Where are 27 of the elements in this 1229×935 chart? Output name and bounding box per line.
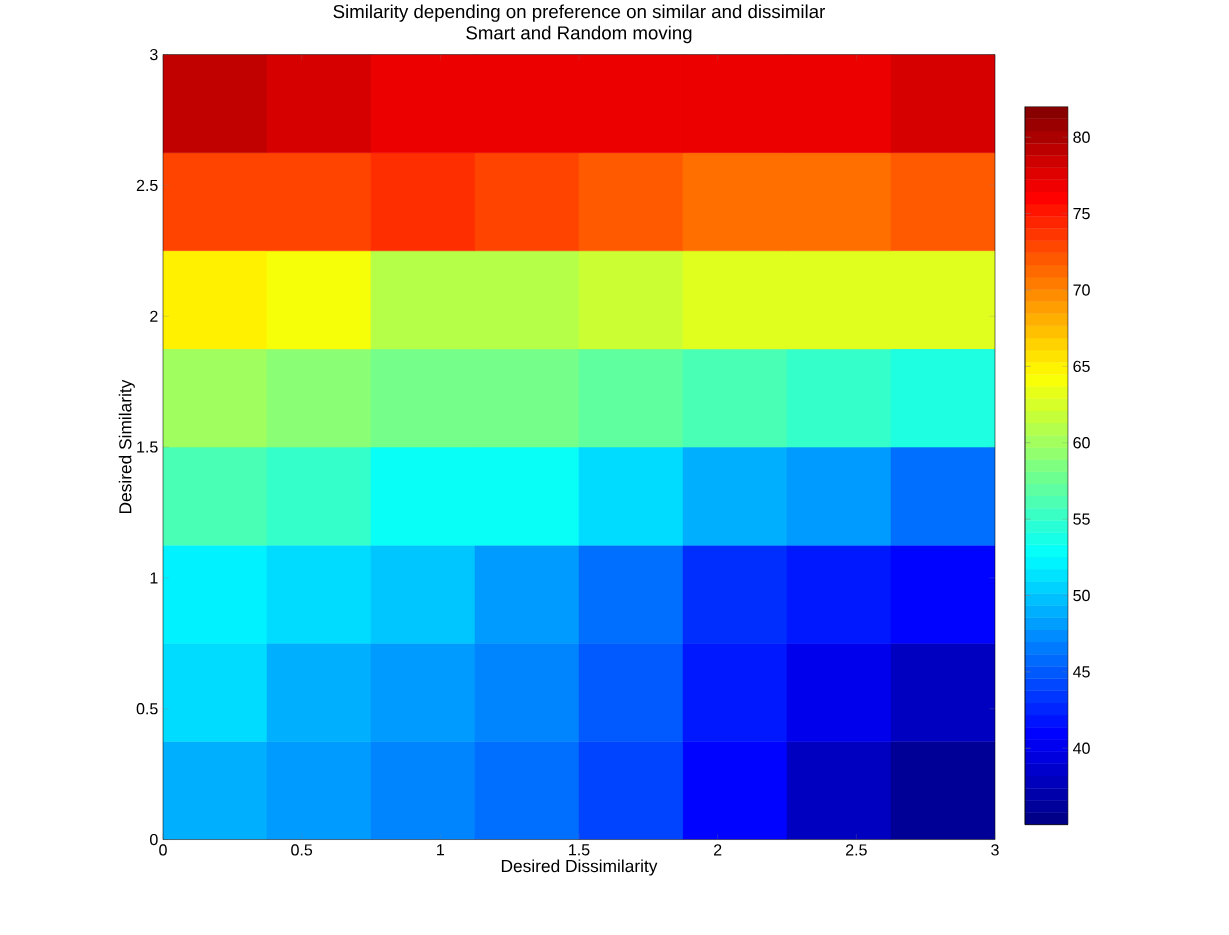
color-bar-label: 55 — [1073, 513, 1090, 525]
y-tick-label: 0 — [150, 834, 158, 846]
x-tick-label: 1 — [437, 844, 444, 856]
color-bar-label: 60 — [1073, 437, 1090, 449]
x-tick-label: 3 — [991, 844, 999, 856]
x-axis-title: Desired Dissimilarity — [501, 859, 658, 876]
color-bar-label: 80 — [1073, 131, 1090, 144]
y-axis-title: Desired Similarity — [118, 379, 135, 514]
chart-title: Similarity depending on preference on similar and dissimilar — [333, 4, 825, 23]
color-bar-label: 40 — [1073, 742, 1090, 755]
x-tick-label: 1.5 — [569, 844, 590, 856]
y-tick-label: 1.5 — [137, 441, 158, 453]
color-bar-label: 50 — [1073, 590, 1090, 602]
color-bar-label: 70 — [1073, 284, 1090, 296]
x-tick-label: 2.5 — [846, 844, 867, 856]
chart-subtitle: Smart and Random moving — [466, 25, 692, 44]
color-bar-label: 75 — [1073, 208, 1090, 220]
color-bar-label: 45 — [1073, 666, 1090, 678]
y-tick-label: 1 — [150, 572, 158, 584]
y-tick-label: 3 — [150, 49, 158, 61]
y-tick-label: 2.5 — [136, 179, 158, 192]
color-bar-label: 65 — [1073, 360, 1090, 373]
y-tick-label: 2 — [150, 310, 158, 323]
x-tick-label: 2 — [714, 844, 722, 856]
x-tick-label: 0.5 — [291, 844, 313, 856]
x-tick-label: 0 — [159, 844, 167, 856]
y-tick-label: 0.5 — [136, 703, 158, 715]
